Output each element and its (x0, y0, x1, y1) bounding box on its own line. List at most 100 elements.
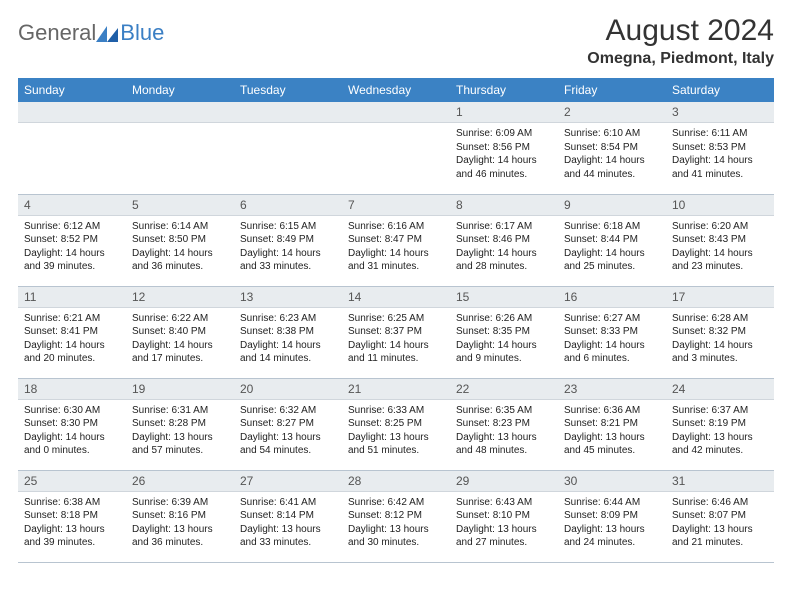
sunrise-line: Sunrise: 6:26 AM (456, 312, 552, 326)
daylight-line: Daylight: 14 hours and 20 minutes. (24, 339, 120, 366)
sunset-line: Sunset: 8:19 PM (672, 417, 768, 431)
day-body: Sunrise: 6:46 AMSunset: 8:07 PMDaylight:… (666, 492, 774, 556)
title-block: August 2024 Omegna, Piedmont, Italy (587, 14, 774, 68)
day-number: 30 (558, 471, 666, 492)
day-number: 9 (558, 195, 666, 216)
daylight-line: Daylight: 13 hours and 45 minutes. (564, 431, 660, 458)
day-number: 19 (126, 379, 234, 400)
calendar-cell: 1Sunrise: 6:09 AMSunset: 8:56 PMDaylight… (450, 102, 558, 194)
day-number: 18 (18, 379, 126, 400)
day-body: Sunrise: 6:15 AMSunset: 8:49 PMDaylight:… (234, 216, 342, 280)
location: Omegna, Piedmont, Italy (587, 50, 774, 68)
daylight-line: Daylight: 13 hours and 54 minutes. (240, 431, 336, 458)
sunset-line: Sunset: 8:44 PM (564, 233, 660, 247)
calendar-cell: 7Sunrise: 6:16 AMSunset: 8:47 PMDaylight… (342, 194, 450, 286)
calendar-cell: 23Sunrise: 6:36 AMSunset: 8:21 PMDayligh… (558, 378, 666, 470)
weekday-header: Friday (558, 78, 666, 102)
day-number: 31 (666, 471, 774, 492)
sunset-line: Sunset: 8:28 PM (132, 417, 228, 431)
sunset-line: Sunset: 8:14 PM (240, 509, 336, 523)
daylight-line: Daylight: 14 hours and 9 minutes. (456, 339, 552, 366)
day-body: Sunrise: 6:14 AMSunset: 8:50 PMDaylight:… (126, 216, 234, 280)
day-body: Sunrise: 6:38 AMSunset: 8:18 PMDaylight:… (18, 492, 126, 556)
calendar-table: Sunday Monday Tuesday Wednesday Thursday… (18, 78, 774, 563)
calendar-cell: 17Sunrise: 6:28 AMSunset: 8:32 PMDayligh… (666, 286, 774, 378)
day-number: 24 (666, 379, 774, 400)
day-body: Sunrise: 6:36 AMSunset: 8:21 PMDaylight:… (558, 400, 666, 464)
calendar-cell: 20 Sunrise: 6:32 AMSunset: 8:27 PMDayligh… (234, 378, 342, 470)
sunrise-line: Sunrise: 6:22 AM (132, 312, 228, 326)
sunset-line: Sunset: 8:47 PM (348, 233, 444, 247)
day-body: Sunrise: 6:18 AMSunset: 8:44 PMDaylight:… (558, 216, 666, 280)
day-number-empty (234, 102, 342, 123)
sunset-line: Sunset: 8:37 PM (348, 325, 444, 339)
sunrise-line: Sunrise: 6:23 AM (240, 312, 336, 326)
calendar-row: 4Sunrise: 6:12 AMSunset: 8:52 PMDaylight… (18, 194, 774, 286)
day-body: Sunrise: 6:39 AMSunset: 8:16 PMDaylight:… (126, 492, 234, 556)
sunrise-line: Sunrise: 6:21 AM (24, 312, 120, 326)
logo-mark-icon (96, 24, 118, 42)
day-body: Sunrise: 6:21 AMSunset: 8:41 PMDaylight:… (18, 308, 126, 372)
sunset-line: Sunset: 8:46 PM (456, 233, 552, 247)
day-number-empty (342, 102, 450, 123)
daylight-line: Daylight: 14 hours and 46 minutes. (456, 154, 552, 181)
day-body: Sunrise: 6:11 AMSunset: 8:53 PMDaylight:… (666, 123, 774, 187)
sunset-line: Sunset: 8:07 PM (672, 509, 768, 523)
sunset-line: Sunset: 8:27 PM (240, 417, 336, 431)
day-number: 26 (126, 471, 234, 492)
calendar-cell (342, 102, 450, 194)
month-title: August 2024 (587, 14, 774, 48)
calendar-cell: 3Sunrise: 6:11 AMSunset: 8:53 PMDaylight… (666, 102, 774, 194)
sunset-line: Sunset: 8:32 PM (672, 325, 768, 339)
day-number: 20 (234, 379, 342, 400)
day-number: 12 (126, 287, 234, 308)
day-number: 28 (342, 471, 450, 492)
daylight-line: Daylight: 14 hours and 11 minutes. (348, 339, 444, 366)
day-body: Sunrise: 6:30 AMSunset: 8:30 PMDaylight:… (18, 400, 126, 464)
sunrise-line: Sunrise: 6:33 AM (348, 404, 444, 418)
day-body: Sunrise: 6:17 AMSunset: 8:46 PMDaylight:… (450, 216, 558, 280)
day-number: 7 (342, 195, 450, 216)
weekday-header: Tuesday (234, 78, 342, 102)
weekday-header-row: Sunday Monday Tuesday Wednesday Thursday… (18, 78, 774, 102)
sunset-line: Sunset: 8:09 PM (564, 509, 660, 523)
sunrise-line: Sunrise: 6:43 AM (456, 496, 552, 510)
sunrise-line: Sunrise: 6:42 AM (348, 496, 444, 510)
weekday-header: Sunday (18, 78, 126, 102)
logo-text-blue: Blue (120, 20, 164, 46)
calendar-row: 18Sunrise: 6:30 AMSunset: 8:30 PMDayligh… (18, 378, 774, 470)
logo: General Blue (18, 14, 164, 46)
sunset-line: Sunset: 8:21 PM (564, 417, 660, 431)
day-body: Sunrise: 6:26 AMSunset: 8:35 PMDaylight:… (450, 308, 558, 372)
day-number: 5 (126, 195, 234, 216)
calendar-body: 1Sunrise: 6:09 AMSunset: 8:56 PMDaylight… (18, 102, 774, 562)
weekday-header: Wednesday (342, 78, 450, 102)
day-number: 8 (450, 195, 558, 216)
calendar-cell: 15Sunrise: 6:26 AMSunset: 8:35 PMDayligh… (450, 286, 558, 378)
daylight-line: Daylight: 13 hours and 36 minutes. (132, 523, 228, 550)
day-body: Sunrise: 6:37 AMSunset: 8:19 PMDaylight:… (666, 400, 774, 464)
day-body: Sunrise: 6:20 AMSunset: 8:43 PMDaylight:… (666, 216, 774, 280)
daylight-line: Daylight: 14 hours and 39 minutes. (24, 247, 120, 274)
calendar-page: General Blue August 2024 Omegna, Piedmon… (0, 0, 792, 563)
day-number: 6 (234, 195, 342, 216)
calendar-cell: 2Sunrise: 6:10 AMSunset: 8:54 PMDaylight… (558, 102, 666, 194)
daylight-line: Daylight: 13 hours and 39 minutes. (24, 523, 120, 550)
header: General Blue August 2024 Omegna, Piedmon… (18, 14, 774, 68)
sunset-line: Sunset: 8:43 PM (672, 233, 768, 247)
calendar-cell: 24Sunrise: 6:37 AMSunset: 8:19 PMDayligh… (666, 378, 774, 470)
day-number: 4 (18, 195, 126, 216)
sunrise-line: Sunrise: 6:25 AM (348, 312, 444, 326)
daylight-line: Daylight: 13 hours and 24 minutes. (564, 523, 660, 550)
day-body: Sunrise: 6:25 AMSunset: 8:37 PMDaylight:… (342, 308, 450, 372)
day-body: Sunrise: 6:44 AMSunset: 8:09 PMDaylight:… (558, 492, 666, 556)
daylight-line: Daylight: 14 hours and 6 minutes. (564, 339, 660, 366)
day-body: Sunrise: 6:42 AMSunset: 8:12 PMDaylight:… (342, 492, 450, 556)
daylight-line: Daylight: 13 hours and 30 minutes. (348, 523, 444, 550)
sunset-line: Sunset: 8:54 PM (564, 141, 660, 155)
sunset-line: Sunset: 8:40 PM (132, 325, 228, 339)
day-body: Sunrise: 6:41 AMSunset: 8:14 PMDaylight:… (234, 492, 342, 556)
sunrise-line: Sunrise: 6:32 AM (240, 404, 336, 418)
calendar-cell: 8Sunrise: 6:17 AMSunset: 8:46 PMDaylight… (450, 194, 558, 286)
calendar-row: 1Sunrise: 6:09 AMSunset: 8:56 PMDaylight… (18, 102, 774, 194)
